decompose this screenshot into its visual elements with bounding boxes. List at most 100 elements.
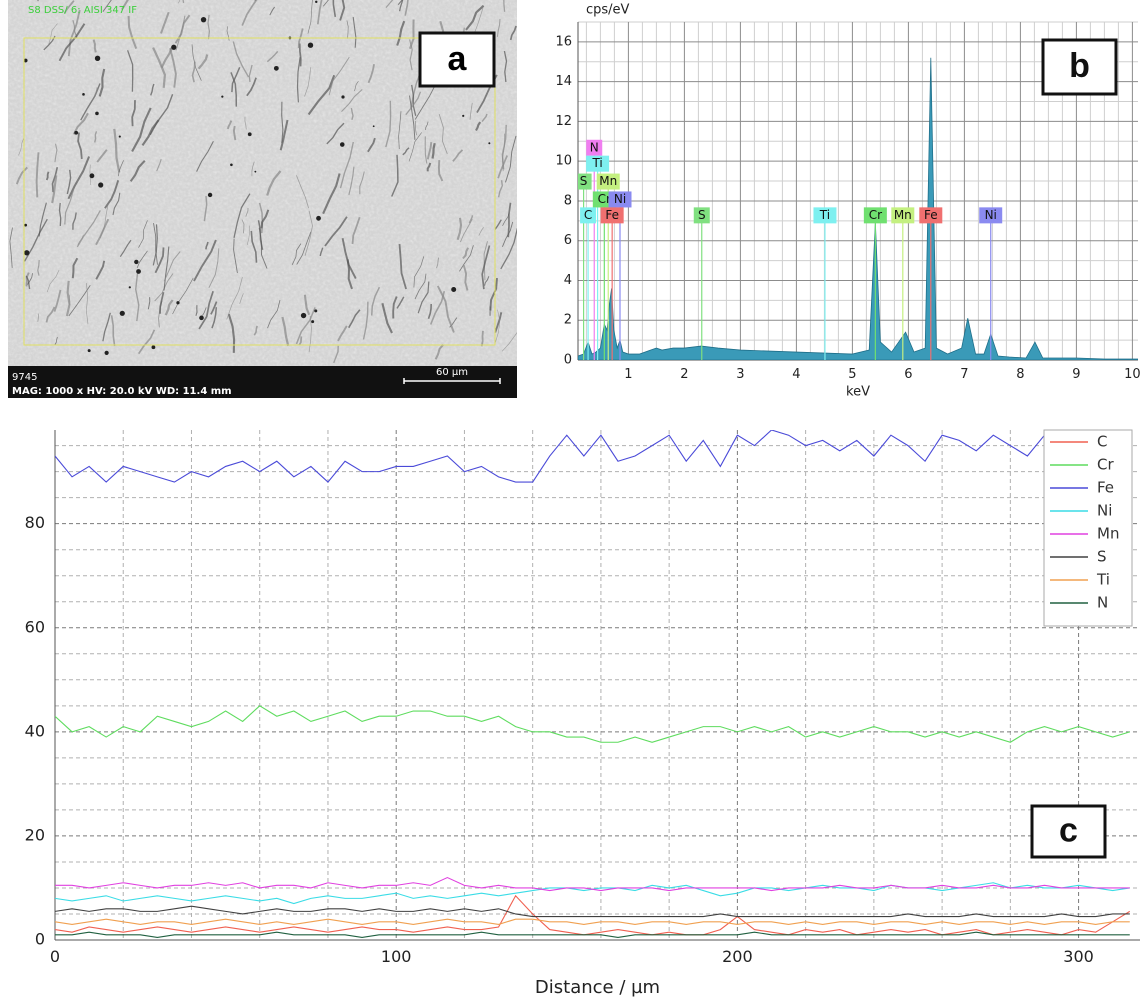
sem-feature (251, 161, 255, 177)
sem-feature (509, 25, 517, 41)
sem-feature (501, 124, 507, 170)
sem-feature (54, 336, 58, 346)
sem-feature (298, 336, 303, 346)
sem-feature (415, 120, 418, 136)
sem-feature (474, 7, 484, 34)
x-tick-label: 0 (50, 947, 60, 966)
sem-feature (332, 0, 337, 18)
sem-feature (352, 17, 357, 48)
sem-feature (96, 149, 108, 163)
x-tick-label: 9 (1072, 367, 1080, 382)
sem-feature (385, 0, 394, 8)
sem-feature (481, 113, 488, 123)
sem-feature (298, 43, 302, 67)
sem-pit (136, 269, 141, 274)
sem-feature (233, 238, 238, 274)
sem-feature (402, 147, 410, 156)
y-tick-label: 10 (555, 154, 572, 169)
sem-feature (281, 316, 290, 347)
sem-feature (500, 228, 517, 270)
element-label: N (590, 140, 599, 154)
sem-pit (134, 259, 139, 265)
sem-feature (230, 72, 238, 107)
sem-pit (311, 320, 315, 324)
sem-feature (227, 313, 236, 353)
sem-feature (68, 285, 91, 317)
sem-pit (119, 310, 125, 316)
sem-feature (95, 260, 106, 280)
sem-feature (152, 224, 158, 266)
series-line (55, 430, 1130, 483)
sem-feature (117, 160, 124, 177)
sem-feature (427, 303, 432, 319)
y-axis-label: cps/eV (586, 3, 630, 18)
sem-pit (89, 173, 95, 179)
element-marker (919, 207, 943, 224)
sem-feature (131, 100, 136, 127)
sem-feature (18, 136, 25, 156)
sem-feature (138, 220, 148, 248)
series-line (55, 905, 1130, 918)
sem-feature (483, 241, 488, 281)
sem-feature (339, 141, 354, 189)
element-label: Ni (614, 192, 626, 206)
sem-feature (496, 19, 501, 37)
sem-feature (246, 77, 257, 97)
sem-feature (438, 113, 448, 155)
y-tick-label: 60 (25, 617, 45, 636)
sem-pit (254, 170, 257, 173)
sem-feature (51, 167, 59, 193)
legend-label: Mn (1097, 525, 1119, 543)
scale-bar-label: 60 µm (436, 367, 468, 378)
sem-feature (367, 64, 375, 84)
sem-pit (307, 42, 314, 48)
x-tick-label: 7 (960, 367, 968, 382)
sem-feature (54, 143, 58, 163)
sem-feature (281, 101, 284, 144)
sem-feature (398, 244, 407, 290)
panel-label-box (1030, 804, 1107, 859)
sem-feature (304, 210, 313, 256)
sem-feature (246, 225, 250, 245)
legend-label: S (1097, 548, 1107, 566)
sem-feature (239, 293, 244, 305)
sem-feature (110, 315, 116, 347)
sem-feature (326, 122, 345, 145)
sem-feature (436, 257, 440, 269)
sem-feature (53, 289, 62, 312)
sem-feature (269, 6, 276, 16)
sem-feature (207, 14, 211, 40)
sem-feature (414, 273, 427, 300)
sem-feature (94, 131, 98, 143)
sem-feature (359, 171, 365, 195)
sem-feature (341, 89, 363, 112)
element-label: Ti (819, 208, 830, 222)
sem-feature (296, 57, 301, 103)
element-label: Ti (591, 156, 602, 170)
sem-feature (46, 269, 60, 293)
y-tick-label: 8 (564, 193, 572, 208)
legend-label: Ti (1096, 571, 1110, 589)
y-tick-label: 14 (555, 74, 572, 89)
sem-feature (113, 128, 121, 173)
sem-feature (93, 87, 98, 97)
sem-feature (405, 91, 422, 116)
series-line (55, 918, 1130, 925)
x-tick-label: 10 (1124, 367, 1141, 382)
x-tick-label: 3 (736, 367, 744, 382)
x-tick-label: 2 (680, 367, 688, 382)
x-tick-label: 300 (1063, 947, 1094, 966)
sem-feature (241, 219, 245, 234)
sem-pit (74, 130, 79, 135)
sem-feature (45, 171, 50, 181)
sem-pit (372, 125, 375, 128)
sem-feature (197, 54, 209, 70)
sem-feature (494, 309, 501, 344)
element-marker (891, 207, 915, 224)
legend-label: Cr (1097, 456, 1114, 474)
sem-feature (260, 209, 270, 229)
sem-feature (398, 0, 404, 12)
sem-feature (295, 307, 316, 345)
sem-feature (77, 132, 83, 159)
